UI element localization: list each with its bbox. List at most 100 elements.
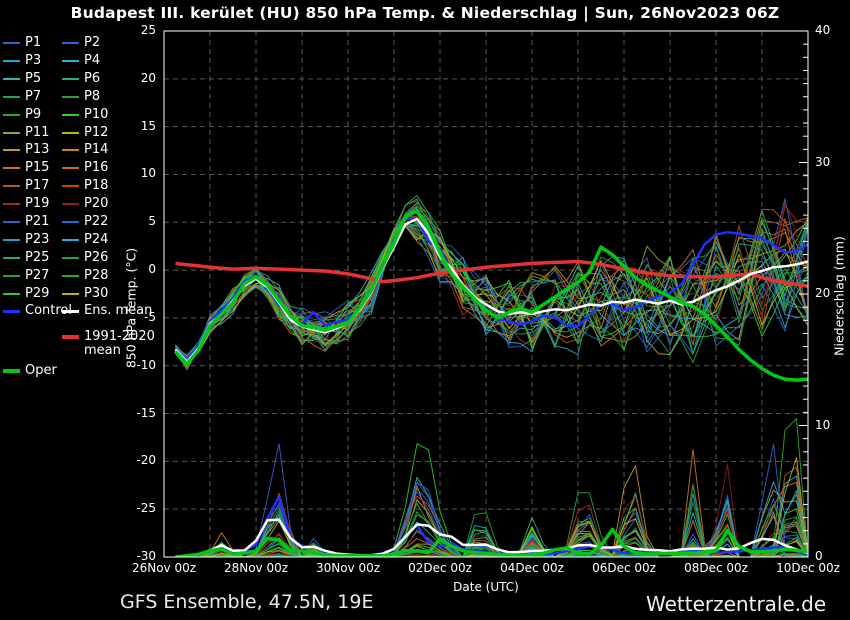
- legend-label: P13: [25, 142, 50, 158]
- legend-swatch: [3, 149, 20, 152]
- y-left-tick-label: -25: [136, 501, 156, 516]
- legend-item-ens-mean: Ens. mean: [62, 304, 152, 319]
- legend-swatch: [3, 256, 20, 259]
- climate-mean-line: [175, 259, 808, 289]
- ensemble-member-temp-line: [175, 225, 808, 364]
- legend-swatch: [62, 42, 79, 44]
- legend-label: P6: [84, 70, 101, 86]
- legend-item-p20: P20: [62, 197, 108, 212]
- legend-label: P22: [84, 214, 109, 229]
- ensemble-member-precip-line: [175, 527, 808, 557]
- y-left-tick-label: 15: [140, 118, 156, 133]
- y-right-tick-label: 20: [815, 286, 831, 300]
- legend-item-p17: P17: [3, 179, 49, 194]
- legend-label: P21: [25, 214, 50, 229]
- legend-swatch: [62, 274, 79, 277]
- chart-title: Budapest III. kerület (HU) 850 hPa Temp.…: [70, 4, 780, 22]
- legend-swatch: [3, 95, 20, 98]
- legend-item-p23: P23: [3, 232, 49, 248]
- x-tick-label: 30Nov 00z: [315, 561, 381, 575]
- legend-swatch: [62, 149, 79, 152]
- legend-label: P16: [84, 160, 109, 176]
- legend-swatch: [3, 292, 20, 295]
- legend-label: P30: [84, 285, 109, 301]
- legend-item-p15: P15: [3, 161, 49, 176]
- legend-swatch: [62, 59, 79, 62]
- legend-item-p4: P4: [62, 52, 101, 69]
- legend-item-p18: P18: [62, 179, 108, 194]
- legend-swatch: [62, 335, 79, 339]
- legend-swatch: [3, 167, 20, 170]
- ensemble-member-temp-line: [175, 198, 808, 357]
- legend-label: Oper: [25, 363, 57, 378]
- legend-item-p7: P7: [3, 89, 41, 105]
- legend-swatch: [3, 59, 20, 62]
- x-tick-label: 06Dec 00z: [592, 561, 656, 575]
- y-left-tick-label: 0: [148, 262, 156, 277]
- legend-swatch: [62, 309, 79, 313]
- legend-label: P12: [84, 124, 109, 140]
- legend-label: P24: [84, 231, 109, 247]
- y-left-tick-label: -15: [136, 405, 156, 420]
- legend-item-1991-2020-mean: 1991-2020 mean: [62, 330, 158, 358]
- legend-item-p3: P3: [3, 52, 42, 69]
- y-left-tick-label: -5: [144, 309, 156, 324]
- legend-swatch: [3, 77, 20, 80]
- x-tick-label: 26Nov 00z: [131, 561, 197, 575]
- legend-swatch: [62, 113, 79, 116]
- legend-label: P29: [25, 285, 50, 301]
- legend-label: Control: [25, 303, 72, 318]
- legend-label: P4: [84, 52, 101, 68]
- legend-swatch: [62, 95, 79, 98]
- legend-item-p5: P5: [3, 70, 42, 87]
- legend-label: P5: [25, 70, 42, 86]
- y-left-tick-label: 10: [140, 166, 156, 181]
- legend-swatch: [62, 167, 79, 170]
- legend-label: P8: [84, 88, 101, 104]
- legend-label: P25: [25, 249, 50, 265]
- legend-item-p29: P29: [3, 285, 50, 302]
- legend-swatch: [62, 221, 79, 223]
- legend-swatch: [3, 131, 20, 134]
- legend-item-p10: P10: [62, 106, 109, 123]
- y-left-tick-label: -10: [136, 357, 156, 372]
- legend-swatch: [62, 203, 79, 206]
- legend-item-p9: P9: [3, 106, 42, 123]
- legend-swatch: [62, 185, 79, 188]
- branding: Wetterzentrale.de: [646, 592, 827, 616]
- legend-label: P1: [25, 35, 42, 50]
- legend-label: P15: [25, 160, 50, 176]
- legend-label: Ens. mean: [84, 303, 153, 318]
- y-left-tick-label: -30: [136, 549, 156, 563]
- y-axis-label-right: Niederschlag (mm): [831, 236, 847, 356]
- legend-label: P2: [84, 35, 101, 50]
- oper-precip-line: [175, 527, 808, 557]
- ensemble-mean-precip-line: [175, 518, 808, 557]
- legend-label: P10: [84, 106, 109, 122]
- y-left-tick-label: 25: [140, 23, 156, 37]
- legend-swatch: [62, 256, 79, 259]
- legend-label: P19: [25, 196, 50, 212]
- model-info: GFS Ensemble, 47.5N, 19E: [120, 591, 374, 613]
- legend-item-p28: P28: [62, 268, 108, 284]
- legend-item-p24: P24: [62, 231, 109, 248]
- legend-swatch: [3, 238, 20, 241]
- legend-item-p30: P30: [62, 285, 109, 302]
- legend-label: P3: [25, 52, 42, 68]
- y-right-tick-label: 30: [815, 154, 831, 169]
- legend-item-p2: P2: [62, 36, 100, 51]
- legend-item-p26: P26: [62, 250, 108, 266]
- x-tick-label: 28Nov 00z: [223, 561, 289, 575]
- legend-swatch: [3, 113, 20, 116]
- oper-temp-line: [174, 209, 808, 382]
- x-tick-label: 02Dec 00z: [408, 561, 472, 575]
- y-left-tick-label: 20: [140, 70, 156, 85]
- y-right-tick-label: 10: [815, 417, 831, 432]
- legend-swatch: [62, 292, 79, 295]
- legend-swatch: [62, 131, 79, 134]
- legend-swatch: [3, 369, 20, 373]
- legend-item-control: Control: [3, 304, 72, 319]
- legend-label: P9: [25, 106, 42, 122]
